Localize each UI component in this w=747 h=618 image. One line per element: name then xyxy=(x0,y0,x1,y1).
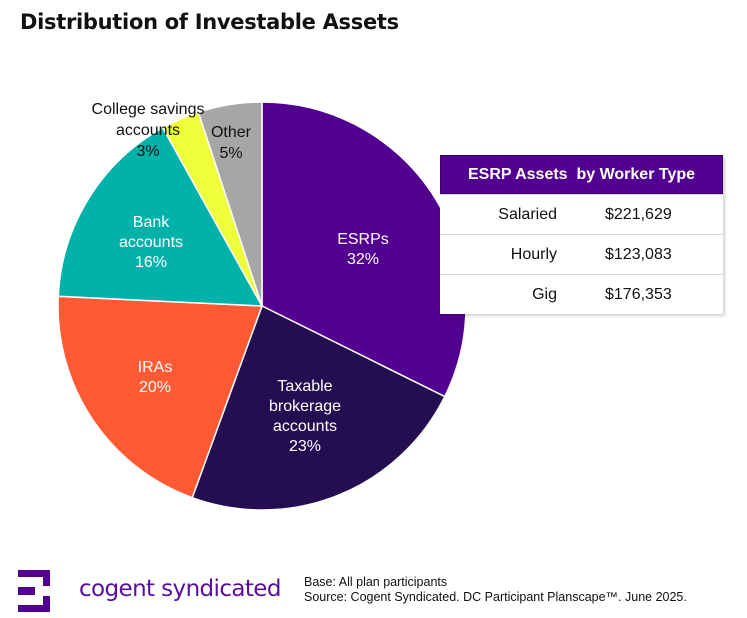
label-other-name: Other xyxy=(210,124,251,141)
label-other: Other 5% xyxy=(203,122,259,164)
label-taxable: Taxable brokerage accounts 23% xyxy=(250,377,360,457)
table-row: Gig $176,353 xyxy=(440,274,723,314)
label-bank-line1: Bank xyxy=(132,214,170,231)
worker-type: Gig xyxy=(532,286,557,303)
brand-name: cogent syndicated xyxy=(79,576,281,602)
worker-type: Salaried xyxy=(498,206,557,223)
label-college-pct: 3% xyxy=(136,143,160,160)
source-note: Source: Cogent Syndicated. DC Participan… xyxy=(304,590,687,604)
label-taxable-line3: accounts xyxy=(272,418,338,435)
pie-slice-esrps xyxy=(261,101,467,398)
label-other-pct: 5% xyxy=(219,145,243,162)
label-esrps-name: ESRPs xyxy=(337,231,389,248)
label-taxable-pct: 23% xyxy=(288,438,322,455)
table-row: Hourly $123,083 xyxy=(440,234,723,274)
pie-slice-iras xyxy=(57,295,264,499)
asset-value: $123,083 xyxy=(605,246,672,263)
label-bank-line2: accounts xyxy=(118,234,184,251)
label-college-line1: College savings xyxy=(91,101,205,118)
table-header: ESRP Assets by Worker Type xyxy=(440,155,723,194)
footnotes: Base: All plan participants Source: Coge… xyxy=(304,575,687,605)
pie-slice-taxable-brokerage-accounts xyxy=(191,304,446,511)
asset-value: $176,353 xyxy=(605,286,672,303)
chart-title: Distribution of Investable Assets xyxy=(20,10,399,34)
label-esrps: ESRPs 32% xyxy=(313,230,413,270)
label-iras-name: IRAs xyxy=(137,359,173,376)
pie-slice-other xyxy=(197,101,263,307)
label-iras-pct: 20% xyxy=(138,379,172,396)
worker-type: Hourly xyxy=(510,246,557,263)
label-taxable-line2: brokerage xyxy=(268,398,342,415)
label-college-line2: accounts xyxy=(115,122,181,139)
label-bank: Bank accounts 16% xyxy=(103,213,199,273)
label-bank-pct: 16% xyxy=(134,254,168,271)
label-esrps-pct: 32% xyxy=(346,251,380,268)
label-college: College savings accounts 3% xyxy=(78,99,218,162)
esrp-assets-table: ESRP Assets by Worker Type Salaried $221… xyxy=(440,155,723,314)
base-note: Base: All plan participants xyxy=(304,575,448,589)
table-row: Salaried $221,629 xyxy=(440,194,723,234)
cogent-logo-icon xyxy=(18,570,50,612)
label-taxable-line1: Taxable xyxy=(277,378,333,395)
label-iras: IRAs 20% xyxy=(120,358,190,398)
pie-slice-bank-accounts xyxy=(57,126,264,307)
asset-value: $221,629 xyxy=(605,206,672,223)
